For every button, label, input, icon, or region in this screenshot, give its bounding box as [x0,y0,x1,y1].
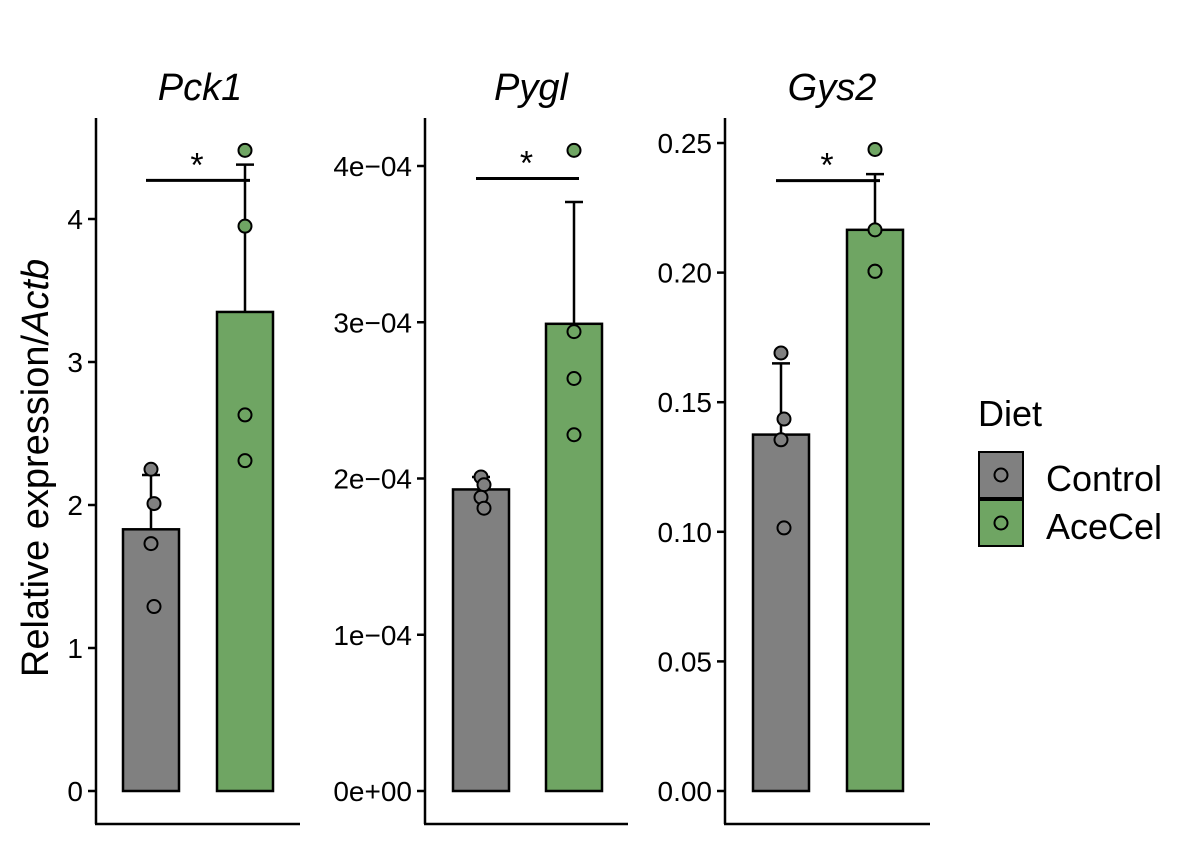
y-tick-label-pygl: 0e+00 [333,776,412,807]
data-point-pck1-control [146,496,162,512]
legend: Diet Control AceCel [978,393,1162,547]
y-tick-label-pck1: 4 [67,204,83,235]
y-tick-label-gys2: 0.25 [658,128,713,159]
significance-star-pygl: * [520,145,533,183]
bar-pck1-acecel [215,310,275,793]
y-axis-label-italic: Actb [15,259,57,337]
data-point-pck1-control [146,599,162,615]
y-axis-label: Relative expression/Actb [15,259,57,677]
y-tick-label-pygl: 2e−04 [333,464,412,495]
data-point-pck1-control [143,536,159,552]
data-point-gys2-acecel [867,222,883,238]
data-point-gys2-control [776,520,792,536]
data-point-pck1-acecel [237,142,253,158]
panel-title-pck1: Pck1 [158,67,242,109]
data-point-pygl-control [476,500,492,516]
panel-pck1: Pck1 0 1 2 3 4 * [67,67,300,826]
significance-star-gys2: * [820,147,833,185]
data-point-pck1-acecel [237,218,253,234]
data-point-gys2-control [773,345,789,361]
data-point-pygl-acecel [566,324,582,340]
y-tick-label-pygl: 3e−04 [333,307,412,338]
y-tick-label-pygl: 4e−04 [333,151,412,182]
y-tick-label-gys2: 0.10 [658,517,713,548]
panel-pygl: Pygl 0e+00 1e−04 2e−04 3e−04 4e−04 * [333,67,628,826]
y-tick-label-gys2: 0.05 [658,646,713,677]
data-point-pygl-acecel [566,427,582,443]
data-point-pck1-acecel [237,407,253,423]
data-point-pygl-control [476,477,492,493]
y-tick-label-gys2: 0.00 [658,776,713,807]
y-tick-label-pck1: 1 [67,633,83,664]
bar-pygl-control [451,488,511,793]
data-point-pygl-acecel [566,371,582,386]
panels: Pck1 0 1 2 3 4 * Pygl 0e+00 1e−04 2e−04 3e−04 4e−04 *… [67,67,930,826]
y-tick-label-pck1: 0 [67,776,83,807]
bar-pck1-control [121,528,181,793]
data-point-pck1-acecel [237,453,253,469]
bar-gys2-control [751,433,811,793]
y-tick-label-pck1: 3 [67,347,83,378]
data-point-pygl-acecel [566,142,582,158]
panel-gys2: Gys2 0.00 0.05 0.10 0.15 0.20 0.25 * [658,67,930,826]
y-tick-label-gys2: 0.15 [658,387,713,418]
legend-label-acecel: AceCel [1046,506,1162,547]
panel-title-pygl: Pygl [494,67,569,109]
y-tick-label-gys2: 0.20 [658,258,713,289]
legend-key-control-point [993,467,1009,483]
data-point-gys2-control [773,432,789,448]
legend-label-control: Control [1046,458,1162,499]
legend-title: Diet [978,393,1042,434]
bar-gys2-acecel [845,228,905,793]
bar-pygl-acecel [544,322,604,793]
data-point-gys2-acecel [867,263,883,279]
y-tick-label-pygl: 1e−04 [333,620,412,651]
significance-star-pck1: * [190,146,203,184]
data-point-pck1-control [143,461,159,477]
y-axis-label-text: Relative expression/ [15,335,57,678]
panel-title-gys2: Gys2 [788,67,877,109]
data-point-gys2-control [776,411,792,427]
data-point-gys2-acecel [867,141,883,157]
y-tick-label-pck1: 2 [67,490,83,521]
legend-key-acecel-point [993,515,1009,531]
